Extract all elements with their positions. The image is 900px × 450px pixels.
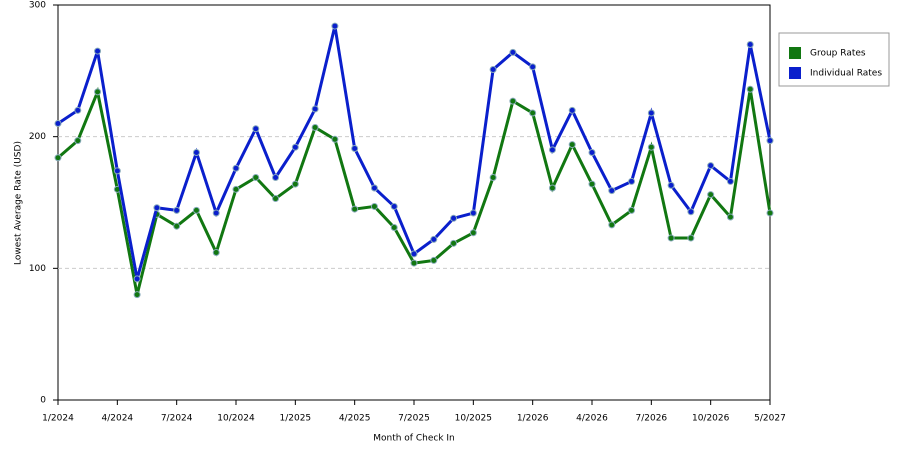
data-point <box>667 181 675 189</box>
data-point <box>489 66 497 74</box>
data-point <box>489 173 497 181</box>
x-tick-label: 10/2025 <box>455 414 492 424</box>
data-point <box>74 106 82 114</box>
data-point <box>153 204 161 212</box>
data-point <box>74 137 82 145</box>
data-point <box>430 235 438 243</box>
data-point <box>94 88 102 96</box>
legend-label: Group Rates <box>810 49 866 59</box>
x-tick-label: 7/2025 <box>398 414 430 424</box>
data-point <box>667 234 675 242</box>
data-point <box>450 239 458 247</box>
data-point <box>54 120 62 127</box>
data-point <box>628 206 636 214</box>
x-tick-label: 1/2026 <box>517 414 549 424</box>
data-point <box>133 275 141 283</box>
data-point <box>113 167 121 175</box>
data-point <box>608 221 616 229</box>
data-point <box>291 143 299 151</box>
plot-area <box>57 4 771 401</box>
x-tick-label: 1/2024 <box>42 414 74 424</box>
data-point <box>252 173 260 181</box>
y-tick-label: 0 <box>40 396 46 406</box>
x-tick-label: 10/2026 <box>692 414 730 424</box>
data-point <box>548 184 556 192</box>
data-point <box>232 164 240 172</box>
data-point <box>568 141 576 149</box>
data-point <box>430 256 438 264</box>
data-point <box>173 222 181 230</box>
data-point <box>133 291 141 299</box>
x-axis-title: Month of Check In <box>373 434 455 444</box>
data-point <box>192 206 200 214</box>
x-tick-label: 4/2024 <box>101 414 133 424</box>
data-point <box>529 109 537 117</box>
legend-swatch <box>789 47 801 59</box>
data-point <box>252 125 260 133</box>
data-point <box>628 177 636 185</box>
x-tick-label: 1/2025 <box>279 414 311 424</box>
data-point <box>746 41 754 48</box>
data-point <box>212 249 220 257</box>
data-point <box>687 234 695 242</box>
x-tick-label: 10/2024 <box>217 414 255 424</box>
data-point <box>54 154 62 162</box>
data-point <box>588 180 596 188</box>
data-point <box>370 184 378 192</box>
data-point <box>311 123 319 131</box>
data-point <box>509 48 517 56</box>
data-point <box>351 145 359 153</box>
data-point <box>469 209 477 217</box>
data-point <box>726 177 734 185</box>
data-point <box>212 209 220 217</box>
data-point <box>291 180 299 188</box>
legend-label: Individual Rates <box>810 69 882 79</box>
data-point <box>311 105 319 113</box>
x-tick-label: 7/2024 <box>161 414 193 424</box>
x-tick-label: 4/2026 <box>576 414 608 424</box>
data-point <box>450 214 458 222</box>
legend-swatch <box>789 67 801 79</box>
data-point <box>529 63 537 71</box>
y-axis-title: Lowest Average Rate (USD) <box>14 141 24 265</box>
data-point <box>647 109 655 117</box>
data-point <box>331 135 339 143</box>
data-point <box>272 173 280 181</box>
data-point <box>94 47 102 55</box>
y-tick-label: 100 <box>29 264 46 274</box>
data-point <box>647 143 655 151</box>
data-point <box>272 195 280 203</box>
data-point <box>568 106 576 114</box>
data-point <box>766 209 774 217</box>
x-tick-label: 4/2025 <box>339 414 371 424</box>
data-point <box>588 148 596 156</box>
data-point <box>687 208 695 216</box>
data-point <box>232 185 240 193</box>
data-point <box>707 162 715 170</box>
data-point <box>390 224 398 232</box>
data-point <box>766 137 774 145</box>
data-point <box>390 202 398 210</box>
data-point <box>370 202 378 210</box>
data-point <box>173 206 181 214</box>
x-tick-label: 7/2026 <box>635 414 667 424</box>
data-point <box>707 191 715 199</box>
data-point <box>469 229 477 237</box>
data-point <box>192 148 200 156</box>
data-point <box>746 85 754 93</box>
data-point <box>410 250 418 258</box>
data-point <box>410 259 418 267</box>
y-tick-label: 200 <box>29 132 46 142</box>
data-point <box>331 22 339 30</box>
data-point <box>351 205 359 213</box>
data-point <box>509 97 517 105</box>
data-point <box>726 213 734 221</box>
data-point <box>548 146 556 154</box>
x-tick-label: 5/2027 <box>754 414 786 424</box>
y-tick-label: 300 <box>29 1 46 11</box>
data-point <box>608 187 616 195</box>
